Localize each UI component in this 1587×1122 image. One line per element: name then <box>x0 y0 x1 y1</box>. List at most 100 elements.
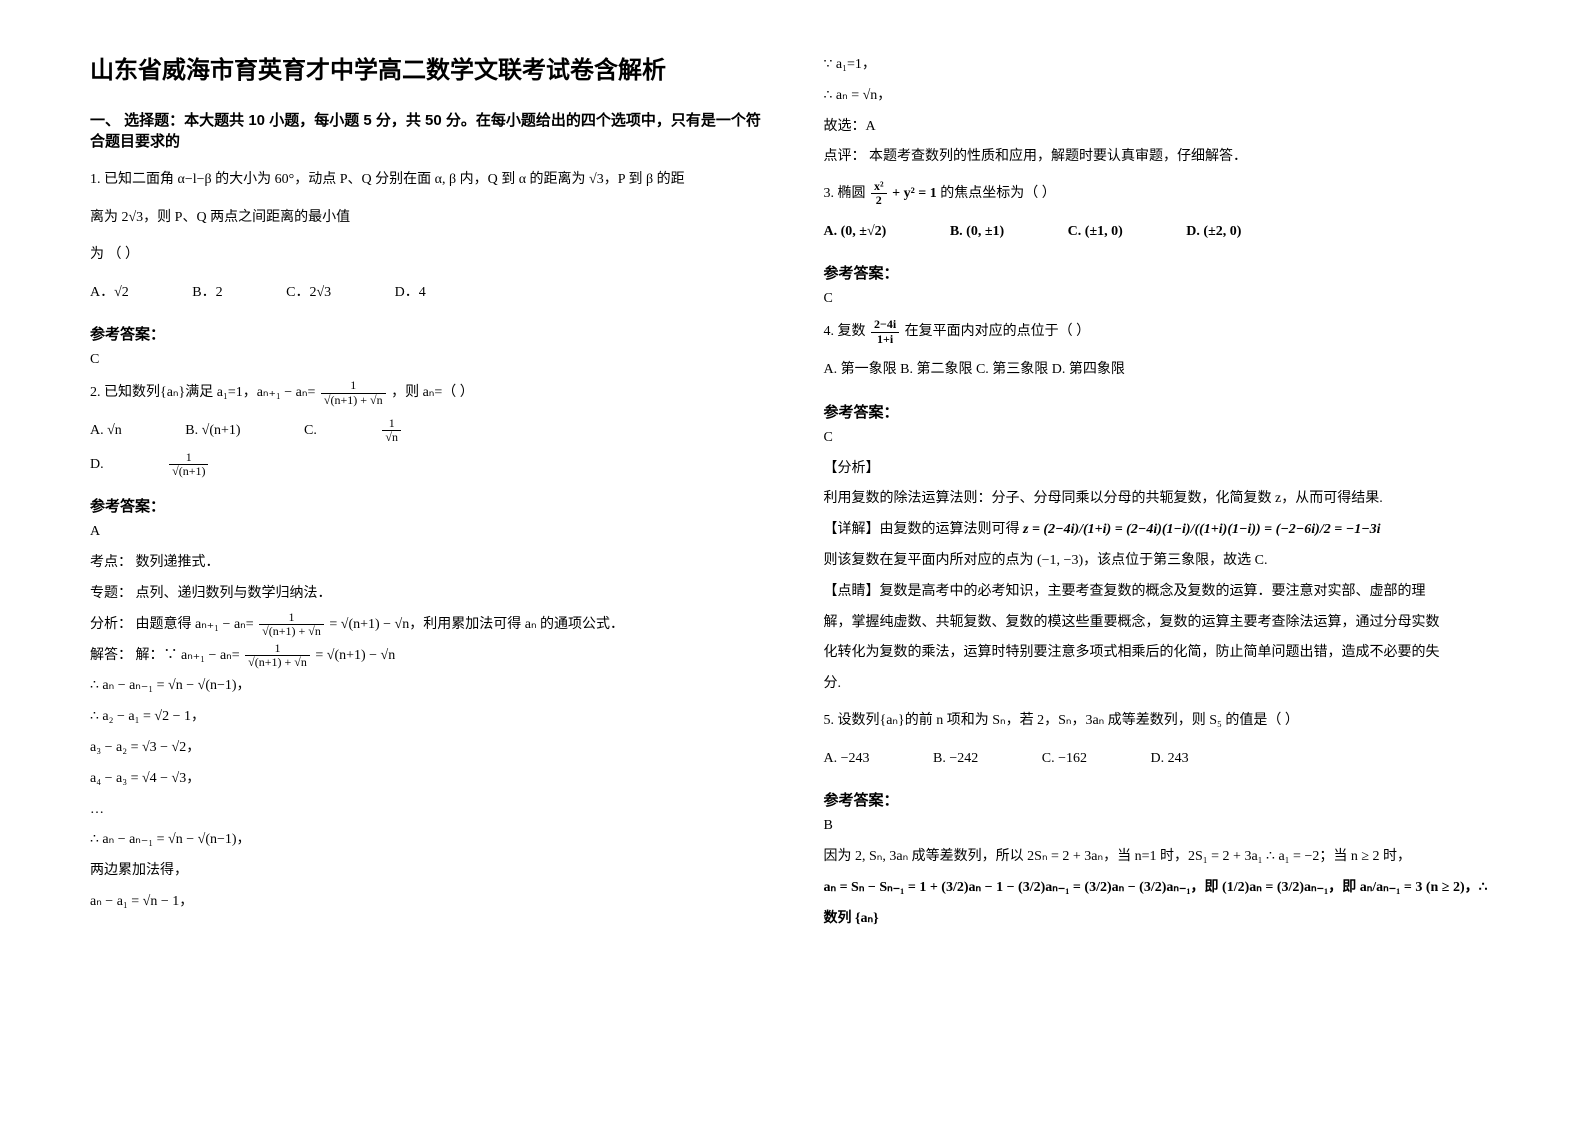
q2-opt-b: B. √(n+1) <box>185 414 240 448</box>
q2-fx-tail: = √(n+1) − √n，利用累加法可得 aₙ 的通项公式． <box>329 617 624 632</box>
q1-opt-d: D．4 <box>395 276 426 310</box>
q5-opt-a: A. −243 <box>824 742 870 776</box>
frac-den: √(n+1) + √n <box>245 656 310 669</box>
q4-stem: 4. 复数 2−4i 1+i 在复平面内对应的点位于（ ） <box>824 315 1498 349</box>
q3-opt-b: B. (0, ±1) <box>950 215 1004 249</box>
q2-options: A. √n B. √(n+1) C. 1 √n D. 1 √(n+1) <box>90 414 764 481</box>
q2-optd-frac: 1 √(n+1) <box>169 451 268 478</box>
q5-opt-d: D. 243 <box>1150 742 1188 776</box>
q4-den: 1+i <box>871 333 899 346</box>
frac-num: 1 <box>245 642 310 656</box>
q2-opt-a: A. √n <box>90 414 122 448</box>
q5-answer: B <box>824 818 1498 834</box>
q4-c1: 则该复数在复平面内所对应的点为 (−1, −3)，该点位于第三象限，故选 C. <box>824 546 1498 577</box>
q4-answer: C <box>824 430 1498 446</box>
q5-stem: 5. 设数列{aₙ}的前 n 项和为 Sₙ，若 2，Sₙ，3aₙ 成等差数列，则… <box>824 704 1498 738</box>
q4-c3: 解，掌握纯虚数、共轭复数、复数的模这些重要概念，复数的运算主要考查除法运算，通过… <box>824 608 1498 639</box>
q2-opt-c: C. 1 √n <box>304 414 521 448</box>
q2-optd-num: 1 <box>169 451 208 465</box>
q2-step3: a₃ − a₂ = √3 − √2， <box>90 733 764 764</box>
page-title: 山东省威海市育英育才中学高二数学文联考试卷含解析 <box>90 50 764 85</box>
q3-options: A. (0, ±√2) B. (0, ±1) C. (±1, 0) D. (±2… <box>824 215 1498 249</box>
q4-pre: 4. 复数 <box>824 324 870 339</box>
q2-frac-num: 1 <box>321 379 386 393</box>
q2-optd-den: √(n+1) <box>169 465 208 478</box>
answer-label: 参考答案： <box>90 495 764 516</box>
q2-frac-den: √(n+1) + √n <box>321 394 386 407</box>
q3-eq-tail: + y² = 1 <box>892 186 937 201</box>
q2-stem: 2. 已知数列{aₙ}满足 a₁=1，aₙ₊₁ − aₙ= 1 √(n+1) +… <box>90 376 764 410</box>
q2-optc-frac: 1 √n <box>382 417 461 444</box>
q3-stem: 3. 椭圆 x² 2 + y² = 1 的焦点坐标为（ ） <box>824 177 1498 211</box>
q3-tail: 的焦点坐标为（ ） <box>940 186 1056 201</box>
r-step1: ∵ a₁=1， <box>824 50 1498 81</box>
q3-answer: C <box>824 291 1498 307</box>
q5-line2: aₙ = Sₙ − Sₙ₋₁ = 1 + (3/2)aₙ − 1 − (3/2)… <box>824 873 1498 935</box>
q1-line1: 1. 已知二面角 α−l−β 的大小为 60°，动点 P、Q 分别在面 α, β… <box>90 163 764 197</box>
q1-line2: 离为 2√3，则 P、Q 两点之间距离的最小值 <box>90 201 764 235</box>
q4-options: A. 第一象限 B. 第二象限 C. 第三象限 D. 第四象限 <box>824 353 1498 387</box>
q2-opt-d: D. 1 √(n+1) <box>90 448 328 482</box>
q2-step2: ∴ a₂ − a₁ = √2 − 1， <box>90 702 764 733</box>
q1-options: A．√2 B．2 C．2√3 D．4 <box>90 276 764 310</box>
q4-c5: 分. <box>824 669 1498 700</box>
q4-fenxi: 利用复数的除法运算法则：分子、分母同乘以分母的共轭复数，化简复数 z，从而可得结… <box>824 484 1498 515</box>
answer-label: 参考答案： <box>824 789 1498 810</box>
q3-den: 2 <box>871 194 887 207</box>
q5-opt-b: B. −242 <box>933 742 978 776</box>
q3-num: x² <box>871 180 887 194</box>
frac-num: 1 <box>259 611 324 625</box>
q2-jd-tail: = √(n+1) − √n <box>315 648 395 663</box>
q2-step8: aₙ − a₁ = √n − 1， <box>90 887 764 918</box>
q2-answer: A <box>90 524 764 540</box>
q3-opt-a: A. (0, ±√2) <box>824 215 887 249</box>
q3-opt-d: D. (±2, 0) <box>1186 215 1241 249</box>
q2-optc-pre: C. <box>304 414 317 448</box>
answer-label: 参考答案： <box>824 262 1498 283</box>
r-step3: 故选：A <box>824 112 1498 143</box>
q2-optc-den: √n <box>382 431 401 444</box>
q2-kaodian: 考点： 数列递推式． <box>90 548 764 579</box>
q2-fx-pre: 分析： 由题意得 aₙ₊₁ − aₙ= <box>90 617 254 632</box>
q4-c2: 【点睛】复数是高考中的必考知识，主要考查复数的概念及复数的运算．要注意对实部、虚… <box>824 577 1498 608</box>
q2-jieda: 解答： 解：∵ aₙ₊₁ − aₙ= 1 √(n+1) + √n = √(n+1… <box>90 641 764 672</box>
answer-label: 参考答案： <box>824 401 1498 422</box>
q2-zhuanti: 专题： 点列、递归数列与数学归纳法． <box>90 579 764 610</box>
q2-step5: … <box>90 795 764 826</box>
q2-fraction: 1 √(n+1) + √n <box>321 379 386 406</box>
frac-den: √(n+1) + √n <box>259 625 324 638</box>
q3-frac: x² 2 <box>871 180 887 207</box>
r-step2: ∴ aₙ = √n， <box>824 81 1498 112</box>
q4-tail: 在复平面内对应的点位于（ ） <box>905 324 1091 339</box>
q4-num: 2−4i <box>871 318 899 332</box>
q2-step1: ∴ aₙ − aₙ₋₁ = √n − √(n−1)， <box>90 671 764 702</box>
q5-opt-c: C. −162 <box>1042 742 1087 776</box>
section-header: 一、 选择题：本大题共 10 小题，每小题 5 分，共 50 分。在每小题给出的… <box>90 109 764 151</box>
q2-step4: a₄ − a₃ = √4 − √3， <box>90 764 764 795</box>
q2-stem-text: 2. 已知数列{aₙ}满足 a₁=1，aₙ₊₁ − aₙ= <box>90 385 315 400</box>
r-dianping: 点评： 本题考查数列的性质和应用，解题时要认真审题，仔细解答． <box>824 142 1498 173</box>
q2-fenxi: 分析： 由题意得 aₙ₊₁ − aₙ= 1 √(n+1) + √n = √(n+… <box>90 610 764 641</box>
q4-c4: 化转化为复数的乘法，运算时特别要注意多项式相乘后的化简，防止简单问题出错，造成不… <box>824 638 1498 669</box>
q4-xj-eq: z = (2−4i)/(1+i) = (2−4i)(1−i)/((1+i)(1−… <box>1023 522 1381 537</box>
q4-fenxi-h: 【分析】 <box>824 454 1498 485</box>
q1-opt-a: A．√2 <box>90 276 129 310</box>
q4-frac: 2−4i 1+i <box>871 318 899 345</box>
q5-options: A. −243 B. −242 C. −162 D. 243 <box>824 742 1498 776</box>
q2-step6: ∴ aₙ − aₙ₋₁ = √n − √(n−1)， <box>90 825 764 856</box>
q5-line1: 因为 2, Sₙ, 3aₙ 成等差数列，所以 2Sₙ = 2 + 3aₙ，当 n… <box>824 842 1498 873</box>
q1-opt-c: C．2√3 <box>286 276 331 310</box>
q1-line3: 为 （ ） <box>90 238 764 272</box>
q4-xj-pre: 【详解】由复数的运算法则可得 <box>824 522 1020 537</box>
q3-pre: 3. 椭圆 <box>824 186 870 201</box>
q2-optd-pre: D. <box>90 448 104 482</box>
q2-jd-pre: 解答： 解：∵ aₙ₊₁ − aₙ= <box>90 648 240 663</box>
q3-opt-c: C. (±1, 0) <box>1068 215 1123 249</box>
q4-xiangjie: 【详解】由复数的运算法则可得 z = (2−4i)/(1+i) = (2−4i)… <box>824 515 1498 546</box>
q1-answer: C <box>90 352 764 368</box>
q2-optc-num: 1 <box>382 417 401 431</box>
q2-step7: 两边累加法得， <box>90 856 764 887</box>
q2-fx-frac: 1 √(n+1) + √n <box>259 611 324 638</box>
answer-label: 参考答案： <box>90 323 764 344</box>
q2-tail: ，则 aₙ=（ ） <box>391 385 474 400</box>
